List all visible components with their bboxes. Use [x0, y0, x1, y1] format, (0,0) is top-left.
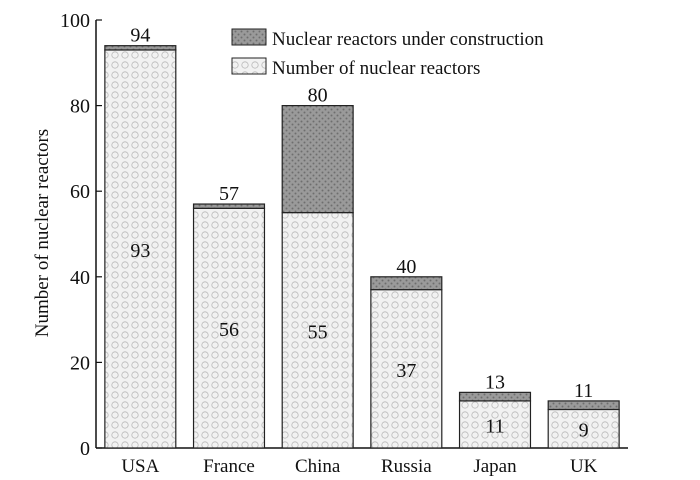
- bar-value-label: 9: [579, 420, 589, 442]
- bar-total-label: 11: [574, 380, 593, 402]
- bar-value-label: 56: [219, 319, 239, 341]
- x-axis-labels: USA France China Russia Japan UK: [121, 456, 597, 477]
- legend-label-construction: Nuclear reactors under construction: [272, 29, 544, 50]
- bar-value-label: 93: [130, 240, 150, 262]
- bar-construction-china: [281, 104, 354, 214]
- bar-base-uk: [547, 408, 620, 449]
- y-axis-title: Number of nuclear reactors: [32, 129, 53, 337]
- bar-total-label: 57: [219, 183, 239, 205]
- x-category-label: USA: [121, 456, 159, 477]
- legend-label-base: Number of nuclear reactors: [272, 58, 480, 79]
- y-tick-label: 100: [60, 10, 90, 32]
- x-category-label: Russia: [381, 456, 432, 477]
- bar-base-france: [192, 207, 266, 449]
- bar-construction-russia: [370, 276, 443, 291]
- axes: [95, 20, 628, 449]
- bar-base-china: [281, 212, 354, 449]
- y-tick-label: 60: [70, 181, 90, 203]
- bar-base-usa: [104, 49, 177, 449]
- bar-base-russia: [370, 289, 443, 449]
- bar-total-label: 13: [485, 371, 505, 393]
- y-tick-label: 20: [70, 352, 90, 374]
- x-category-label: France: [203, 456, 255, 477]
- bar-construction-uk: [547, 400, 620, 411]
- legend-swatch-construction: [231, 28, 267, 46]
- y-tick-label: 40: [70, 267, 90, 289]
- legend: Nuclear reactors under construction Numb…: [231, 28, 544, 79]
- bar-value-label: 37: [396, 360, 416, 382]
- bar-base-japan: [458, 400, 532, 449]
- y-tick-label: 80: [70, 96, 90, 118]
- y-tick-label: 0: [80, 438, 90, 460]
- legend-swatch-base: [231, 57, 267, 75]
- y-axis-ticks: 0 20 40 60 80 100: [60, 10, 102, 460]
- bar-construction-france: [192, 203, 266, 209]
- bar-construction-usa: [104, 45, 177, 51]
- x-category-label: China: [295, 456, 341, 477]
- bar-construction-japan: [458, 391, 532, 402]
- bar-value-label: 11: [485, 415, 504, 437]
- x-category-label: Japan: [473, 456, 517, 477]
- x-category-label: UK: [570, 456, 598, 477]
- bars: [104, 45, 620, 449]
- bar-labels: 93 94 56 57 55 80 37 40 11 13 9 11: [130, 25, 593, 442]
- bar-total-label: 80: [308, 85, 328, 107]
- bar-total-label: 40: [396, 256, 416, 278]
- bar-value-label: 55: [308, 321, 328, 343]
- bar-total-label: 94: [130, 25, 150, 47]
